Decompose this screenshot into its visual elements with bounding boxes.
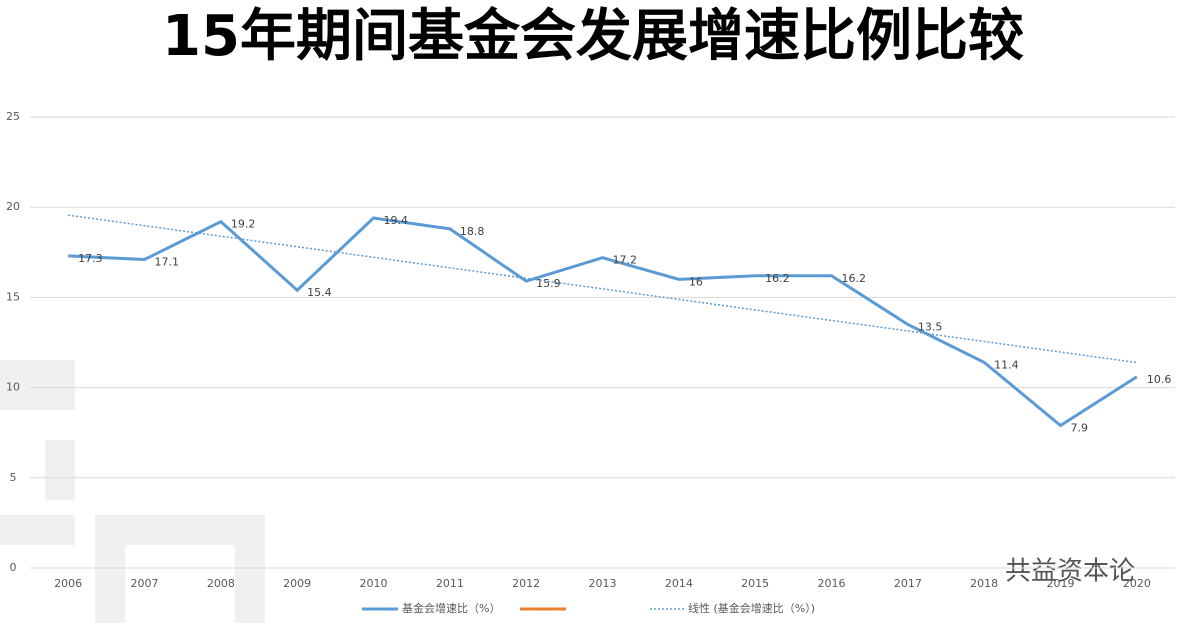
x-tick-label: 2008 [207,577,235,590]
x-tick-label: 2009 [283,577,311,590]
y-tick-label: 10 [6,381,20,394]
data-label: 15.4 [307,286,332,299]
trendline [68,214,1137,364]
legend-label: 线性 (基金会增速比（%）) [688,601,815,615]
x-tick-label: 2010 [360,577,388,590]
x-tick-label: 2015 [741,577,769,590]
x-tick-label: 2012 [512,577,540,590]
data-label: 19.2 [231,218,256,231]
data-label: 17.3 [78,252,103,265]
y-tick-label: 5 [10,471,17,484]
data-label: 19.4 [384,214,409,227]
y-tick-label: 25 [6,110,20,123]
data-label: 17.2 [613,254,638,267]
data-label: 17.1 [155,256,180,269]
x-tick-label: 2013 [589,577,617,590]
data-label: 18.8 [460,225,485,238]
x-tick-label: 2016 [818,577,846,590]
x-tick-label: 2018 [970,577,998,590]
series-line [68,216,1138,428]
data-label: 10.6 [1147,373,1172,386]
x-tick-label: 2007 [131,577,159,590]
x-tick-label: 2017 [894,577,922,590]
legend-label: 基金会增速比（%） [402,601,500,615]
watermark: 共益资本论 [1005,557,1135,587]
y-tick-label: 20 [6,200,20,213]
data-label: 16.2 [842,272,867,285]
data-label: 7.9 [1071,421,1089,434]
y-tick-label: 15 [6,290,20,303]
data-label: 15.9 [536,277,561,290]
data-label: 16 [689,275,703,288]
chart-title: 15年期间基金会发展增速比例比较 [162,4,1024,69]
data-label: 11.4 [994,358,1019,371]
x-tick-label: 2006 [54,577,82,590]
data-label: 16.2 [765,272,790,285]
x-tick-label: 2019 [1047,577,1075,590]
x-tick-label: 2014 [665,577,693,590]
x-tick-label: 2011 [436,577,464,590]
x-tick-label: 2020 [1123,577,1151,590]
data-label: 13.5 [918,320,943,333]
y-tick-label: 0 [10,561,17,574]
